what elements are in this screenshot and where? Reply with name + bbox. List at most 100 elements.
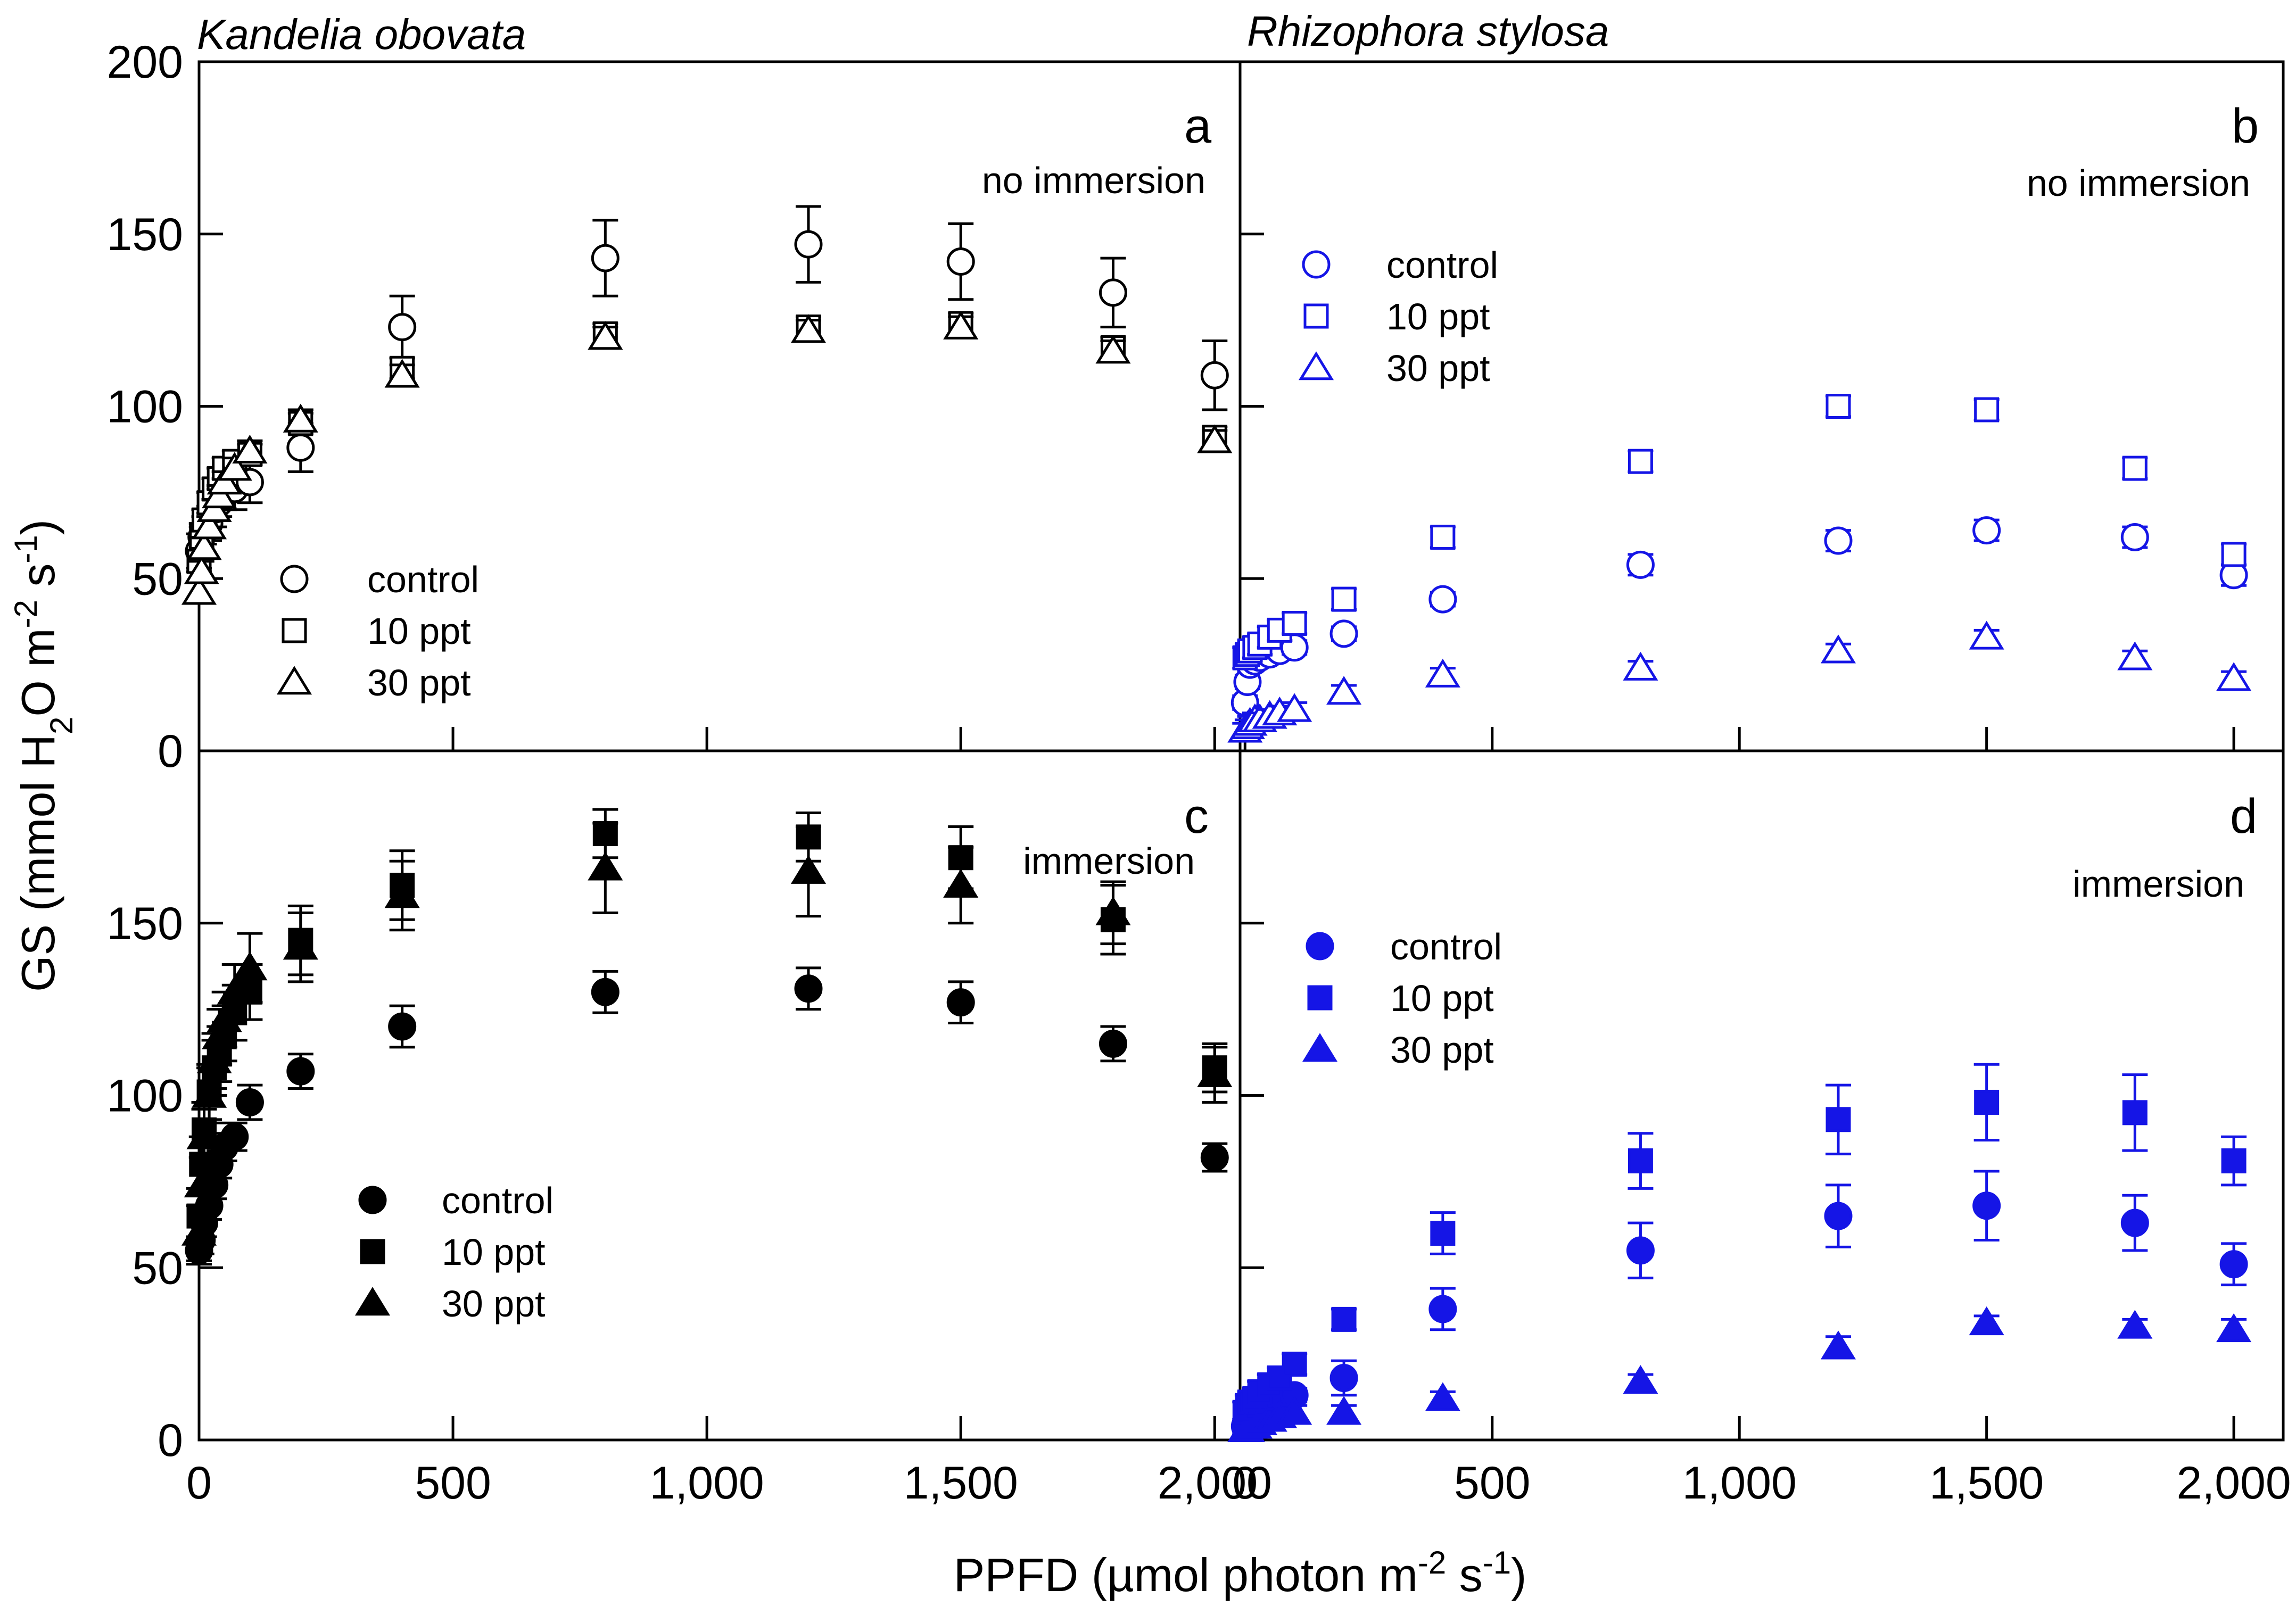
panel-d: 0 500 1,000 1,500 2,000 d immersion control 10 p… bbox=[1227, 789, 2291, 1509]
legend-marker bbox=[1303, 303, 1329, 329]
data-point bbox=[1820, 1330, 1856, 1360]
data-point bbox=[1623, 651, 1658, 681]
data-point bbox=[1430, 1221, 1456, 1246]
data-point bbox=[1277, 1396, 1312, 1425]
data-point bbox=[184, 1169, 219, 1198]
data-point bbox=[1277, 693, 1312, 722]
data-point bbox=[946, 988, 975, 1017]
data-point bbox=[1329, 619, 1358, 648]
data-point bbox=[286, 1057, 315, 1086]
data-point bbox=[1331, 586, 1357, 612]
legend: control 10 ppt 30 ppt bbox=[1298, 244, 1498, 389]
series-30-ppt bbox=[181, 822, 1233, 1262]
data-point bbox=[591, 978, 620, 1006]
panel-condition: immersion bbox=[1023, 840, 1195, 882]
panel-a: 0 50 100 150 200 a no immersion control 10 ppt 30… bbox=[107, 37, 1233, 777]
data-point bbox=[1969, 620, 2004, 650]
series-10-ppt bbox=[186, 311, 1228, 574]
y-tick-label: 150 bbox=[107, 898, 184, 949]
panel-letter: c bbox=[1184, 789, 1209, 843]
data-point bbox=[1824, 1202, 1853, 1230]
legend-marker bbox=[1306, 932, 1334, 961]
legend-label: control bbox=[1390, 926, 1502, 967]
panel-letter: b bbox=[2232, 99, 2259, 153]
data-point bbox=[1282, 1352, 1307, 1377]
data-point bbox=[1974, 397, 2000, 423]
data-point bbox=[790, 855, 827, 884]
data-point bbox=[388, 1012, 417, 1041]
data-point bbox=[1425, 658, 1460, 688]
data-point bbox=[1623, 1365, 1658, 1394]
y-tick-label: 100 bbox=[107, 382, 184, 433]
data-point bbox=[1099, 278, 1127, 307]
panel-condition: no immersion bbox=[2027, 162, 2250, 204]
legend-label: 30 ppt bbox=[1386, 347, 1490, 389]
data-point bbox=[1430, 525, 1456, 550]
data-point bbox=[2216, 1313, 2252, 1343]
y-tick-label: 100 bbox=[107, 1071, 184, 1122]
data-point bbox=[1626, 1236, 1655, 1265]
data-point bbox=[286, 433, 315, 462]
y-tick-label: 200 bbox=[107, 37, 184, 88]
data-point bbox=[2117, 1310, 2153, 1339]
data-point bbox=[1974, 1089, 2000, 1115]
data-point bbox=[388, 313, 417, 342]
legend-marker bbox=[1302, 1033, 1338, 1062]
data-point bbox=[1428, 1295, 1457, 1323]
series-control bbox=[1230, 516, 2248, 717]
series-control bbox=[1230, 1170, 2248, 1441]
panels: 0 50 100 150 200 a no immersion control 10 ppt 30… bbox=[107, 37, 2291, 1509]
legend-label: 10 ppt bbox=[367, 610, 471, 652]
legend-label: control bbox=[1386, 244, 1498, 286]
legend: control 10 ppt 30 ppt bbox=[276, 559, 479, 703]
series-control bbox=[185, 966, 1229, 1266]
y-tick-label: 0 bbox=[158, 726, 183, 777]
panel-letter: a bbox=[1184, 99, 1212, 153]
data-point bbox=[2219, 1250, 2248, 1279]
data-point bbox=[943, 868, 979, 898]
x-tick-label: 500 bbox=[1454, 1458, 1531, 1509]
y-tick-label: 0 bbox=[158, 1415, 183, 1466]
data-point bbox=[943, 310, 979, 340]
series-30-ppt bbox=[1227, 1306, 2252, 1442]
data-point bbox=[1326, 676, 1362, 705]
x-tick-label: 0 bbox=[186, 1458, 212, 1509]
legend-label: 10 ppt bbox=[1390, 978, 1494, 1019]
legend-label: 10 ppt bbox=[1386, 296, 1490, 337]
species-title-right: Rhizophora stylosa bbox=[1247, 7, 1609, 55]
data-point bbox=[591, 244, 620, 272]
data-point bbox=[2122, 1100, 2148, 1125]
legend-marker bbox=[360, 1239, 385, 1264]
data-point bbox=[207, 1003, 242, 1032]
data-point bbox=[2117, 641, 2153, 670]
data-point bbox=[2122, 456, 2148, 481]
data-point bbox=[1099, 1029, 1127, 1058]
series-control bbox=[185, 205, 1229, 570]
data-point bbox=[2120, 1208, 2149, 1237]
data-point bbox=[1200, 361, 1229, 390]
data-point bbox=[1626, 550, 1655, 579]
legend-marker bbox=[358, 1186, 387, 1214]
data-point bbox=[1969, 1306, 2004, 1336]
legend-label: 30 ppt bbox=[1390, 1029, 1494, 1071]
data-point bbox=[384, 879, 420, 908]
data-point bbox=[2221, 542, 2247, 567]
data-point bbox=[220, 1122, 249, 1151]
data-point bbox=[1972, 1191, 2001, 1220]
data-point bbox=[283, 931, 318, 960]
legend-label: control bbox=[367, 559, 479, 600]
species-title-left: Kandelia obovata bbox=[197, 11, 526, 58]
data-point bbox=[1095, 896, 1131, 925]
panel-letter: d bbox=[2230, 789, 2257, 843]
data-point bbox=[1331, 1306, 1357, 1332]
legend-marker bbox=[280, 565, 309, 593]
data-point bbox=[196, 1044, 232, 1074]
panel-b: b no immersion control 10 ppt 30 ppt bbox=[1227, 60, 2259, 752]
legend-label: 10 ppt bbox=[442, 1231, 546, 1273]
y-tick-label: 150 bbox=[107, 209, 184, 260]
data-point bbox=[181, 576, 217, 605]
legend-label: 30 ppt bbox=[442, 1283, 546, 1324]
legend: control 10 ppt 30 ppt bbox=[354, 1180, 554, 1324]
data-point bbox=[794, 974, 823, 1003]
